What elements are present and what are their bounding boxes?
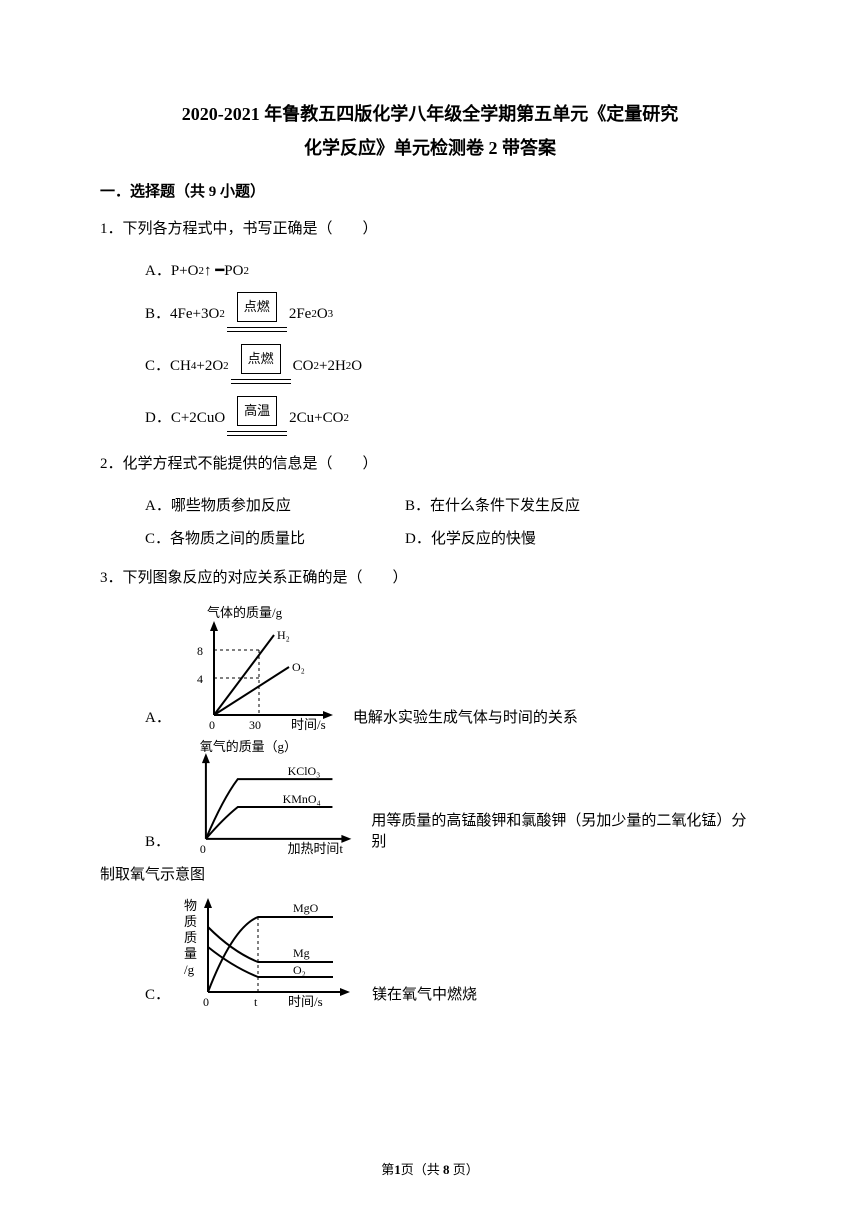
chart-a: 气体的质量/g 8 4 H₂ O₂ 0 30 时间/s bbox=[179, 605, 349, 735]
q1c-arrow-icon bbox=[231, 374, 291, 388]
chart-a-xlabel: 时间/s bbox=[291, 717, 326, 732]
q1b-right: 2Fe bbox=[289, 299, 312, 329]
q1b-left: 4Fe+3O bbox=[170, 299, 219, 329]
chart-c-xlabel: 时间/s bbox=[288, 994, 323, 1009]
q2-option-b: B．在什么条件下发生反应 bbox=[405, 490, 580, 523]
q3-stem: 3．下列图象反应的对应关系正确的是（ ） bbox=[100, 564, 760, 593]
chart-b-x0: 0 bbox=[200, 841, 206, 855]
footer-mid: 页（共 bbox=[401, 1162, 443, 1177]
title-line-2: 化学反应》单元检测卷 2 带答案 bbox=[100, 134, 760, 160]
q2-option-c: C．各物质之间的质量比 bbox=[145, 523, 405, 556]
q2-option-a: A．哪些物质参加反应 bbox=[145, 490, 405, 523]
title-line-1: 2020-2021 年鲁教五四版化学八年级全学期第五单元《定量研究 bbox=[100, 100, 760, 126]
q3-option-c: C． 物 质 质 量 /g MgO Mg O₂ 0 t 时间/s 镁在氧气中燃烧 bbox=[100, 892, 760, 1012]
q3c-desc: 镁在氧气中燃烧 bbox=[368, 983, 477, 1012]
q1c-right3: O bbox=[351, 351, 362, 381]
q1a-label: A． bbox=[145, 256, 171, 286]
chart-b-kmno4: KMnO₄ bbox=[283, 791, 321, 805]
footer-right: 页） bbox=[450, 1162, 479, 1177]
q1c-left: CH bbox=[170, 351, 191, 381]
chart-a-tick-8: 8 bbox=[197, 644, 203, 658]
q1b-label: B． bbox=[145, 299, 170, 329]
q3-option-a: A． 气体的质量/g 8 4 H₂ O₂ 0 30 时间/s 电解水实验生成气体… bbox=[100, 605, 760, 735]
q3c-label: C． bbox=[100, 983, 178, 1012]
chart-b-kclo3: KClO₃ bbox=[288, 764, 321, 778]
chart-c-yl1: 物 bbox=[184, 898, 197, 913]
chart-a-tick-4: 4 bbox=[197, 672, 203, 686]
chart-c-yl3: 质 bbox=[184, 930, 197, 945]
q3a-desc: 电解水实验生成气体与时间的关系 bbox=[349, 706, 578, 735]
chart-a-ylabel: 气体的质量/g bbox=[207, 605, 283, 620]
q1a-left: P+O bbox=[171, 256, 199, 286]
q1d-sub2: 2 bbox=[343, 407, 349, 429]
q1b-right2: O bbox=[317, 299, 328, 329]
q1b-arrow-icon bbox=[227, 322, 287, 336]
q3b-desc: 用等质量的高锰酸钾和氯酸钾（另加少量的二氧化锰）分别 bbox=[367, 809, 760, 859]
chart-c-mgo: MgO bbox=[293, 901, 319, 915]
chart-b-ylabel: 氧气的质量（g） bbox=[200, 739, 297, 754]
q2-row1: A．哪些物质参加反应 B．在什么条件下发生反应 bbox=[100, 490, 760, 523]
chart-c-mg: Mg bbox=[293, 946, 310, 960]
q3b-label: B． bbox=[100, 830, 178, 859]
q1c-right2: +2H bbox=[319, 351, 346, 381]
q1b-sub1: 2 bbox=[219, 303, 225, 325]
q1d-arrow-icon bbox=[227, 426, 287, 440]
q1d-left: C+2CuO bbox=[171, 403, 225, 433]
q2-option-d: D．化学反应的快慢 bbox=[405, 523, 536, 556]
q1-option-b: B． 4Fe+3O2 点燃 2Fe2 O3 bbox=[100, 292, 760, 336]
q1c-label: C． bbox=[145, 351, 170, 381]
q1b-condition: 点燃 bbox=[237, 292, 277, 322]
chart-b: 氧气的质量（g） KClO₃ KMnO₄ 0 加热时间t bbox=[178, 739, 367, 859]
chart-c: 物 质 质 量 /g MgO Mg O₂ 0 t 时间/s bbox=[178, 892, 368, 1012]
chart-c-yl2: 质 bbox=[184, 914, 197, 929]
q1d-condition: 高温 bbox=[237, 396, 277, 426]
q3b-extra: 制取氧气示意图 bbox=[100, 863, 760, 884]
q1c-left2: +2O bbox=[196, 351, 223, 381]
footer-left: 第 bbox=[381, 1162, 394, 1177]
chart-c-yl5: /g bbox=[184, 962, 195, 977]
chart-b-xlabel: 加热时间t bbox=[288, 840, 344, 855]
q1-option-d: D． C+2CuO 高温 2Cu+CO2 bbox=[100, 396, 760, 440]
chart-c-o2: O₂ bbox=[293, 963, 306, 977]
chart-c-yl4: 量 bbox=[184, 946, 197, 961]
q1-stem: 1．下列各方程式中，书写正确是（ ） bbox=[100, 215, 760, 244]
q3a-label: A． bbox=[100, 706, 179, 735]
chart-a-x30: 30 bbox=[249, 718, 261, 732]
chart-a-o2: O₂ bbox=[292, 660, 305, 674]
q2-row2: C．各物质之间的质量比 D．化学反应的快慢 bbox=[100, 523, 760, 556]
q1a-sub2: 2 bbox=[243, 260, 249, 282]
chart-a-h2: H₂ bbox=[277, 628, 290, 642]
q1-option-c: C． CH4 +2O2 点燃 CO2 +2H2 O bbox=[100, 344, 760, 388]
q1c-right: CO bbox=[293, 351, 314, 381]
chart-c-xt: t bbox=[254, 995, 258, 1009]
q1d-label: D． bbox=[145, 403, 171, 433]
section-header: 一．选择题（共 9 小题） bbox=[100, 180, 760, 201]
q1-option-a: A． P+O2 ↑ ━PO2 bbox=[100, 256, 760, 286]
q1c-condition: 点燃 bbox=[241, 344, 281, 374]
q1c-sub1: 2 bbox=[223, 355, 229, 377]
chart-a-x0: 0 bbox=[209, 718, 215, 732]
q2-stem: 2．化学方程式不能提供的信息是（ ） bbox=[100, 450, 760, 479]
q1a-mid: ↑ ━PO bbox=[204, 256, 243, 286]
q1d-right: 2Cu+CO bbox=[289, 403, 343, 433]
q1b-sub3: 3 bbox=[328, 303, 334, 325]
chart-c-x0: 0 bbox=[203, 995, 209, 1009]
q3-option-b: B． 氧气的质量（g） KClO₃ KMnO₄ 0 加热时间t 用等质量的高锰酸… bbox=[100, 739, 760, 859]
page-footer: 第1页（共 8 页） bbox=[0, 1159, 860, 1178]
